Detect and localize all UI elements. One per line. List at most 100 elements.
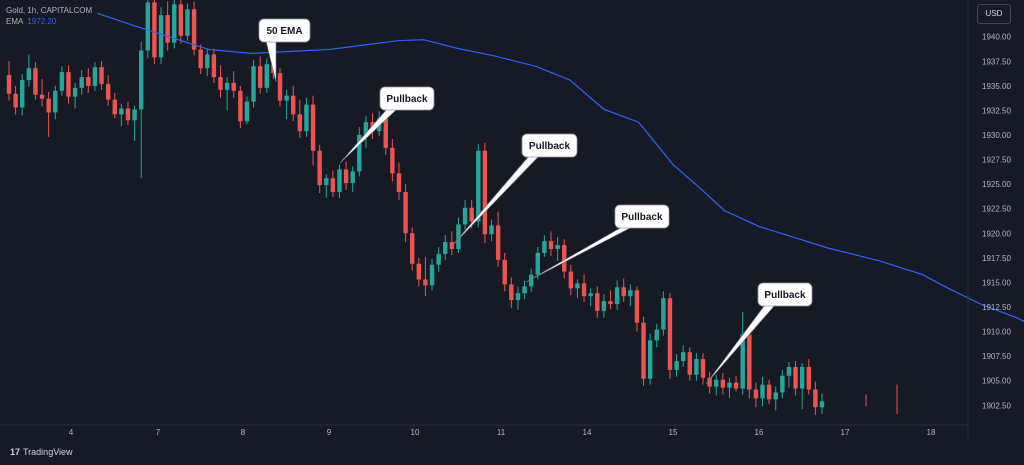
candle-body: [608, 301, 613, 305]
candle-body: [509, 284, 514, 301]
candle: [13, 85, 18, 115]
candle-body: [575, 283, 580, 289]
candle-body: [72, 87, 78, 97]
candle-body: [654, 329, 659, 341]
currency-button[interactable]: USD: [977, 4, 1011, 24]
candle: [277, 68, 283, 107]
candle: [733, 375, 739, 392]
callout: Pullback: [705, 282, 813, 385]
candle-body: [489, 225, 494, 235]
candle-body: [423, 279, 428, 286]
candle-body: [476, 150, 481, 222]
ema-legend-row: EMA 1972.20: [6, 16, 92, 27]
candle: [595, 286, 600, 318]
candle: [654, 323, 659, 348]
candle: [6, 61, 12, 101]
candle: [819, 393, 825, 415]
candle: [125, 101, 131, 126]
candle: [343, 161, 349, 191]
candle-body: [667, 298, 673, 370]
x-tick-label: 11: [497, 428, 506, 437]
x-tick-label: 8: [241, 428, 246, 437]
candle: [813, 381, 818, 416]
callout-label: Pullback: [764, 290, 806, 301]
candle: [661, 291, 666, 336]
candle: [191, 1, 197, 56]
candle: [92, 62, 98, 91]
candle: [257, 56, 263, 94]
y-tick-label: 1917.50: [982, 254, 1011, 263]
candle-body: [614, 287, 620, 305]
candle-body: [469, 207, 474, 222]
y-tick-label: 1937.50: [982, 57, 1011, 66]
candle: [145, 0, 151, 59]
ema-label: EMA: [6, 17, 24, 26]
tradingview-brand[interactable]: 17 TradingView: [10, 447, 73, 457]
time-axis[interactable]: 4 7 8 9 10 11 14 15 16 17 18: [69, 428, 936, 437]
candle: [138, 41, 144, 179]
candle-body: [714, 379, 719, 387]
y-tick-label: 1915.00: [982, 278, 1011, 287]
candle: [244, 96, 250, 125]
y-tick-label: 1907.50: [982, 352, 1011, 361]
candle: [416, 257, 422, 287]
y-tick-label: 1922.50: [982, 205, 1011, 214]
candle: [105, 75, 111, 106]
candle-body: [138, 50, 144, 110]
candle-body: [165, 15, 170, 43]
candle: [799, 363, 805, 410]
candle: [317, 144, 322, 193]
candle: [119, 103, 124, 127]
candle-body: [238, 90, 243, 122]
candle: [495, 211, 501, 267]
candle: [621, 278, 626, 303]
candle-body: [310, 104, 316, 151]
x-tick-label: 16: [755, 428, 764, 437]
candle-body: [562, 245, 567, 272]
candle-body: [680, 352, 686, 362]
candle: [224, 77, 230, 111]
candle: [515, 286, 521, 310]
candle: [700, 353, 706, 385]
candle: [20, 74, 25, 116]
candle-body: [647, 340, 653, 379]
candle: [324, 174, 329, 198]
candle: [714, 374, 719, 396]
candle-body: [502, 259, 507, 285]
candle: [409, 227, 415, 271]
candle: [205, 48, 210, 77]
candle-body: [694, 359, 699, 375]
candle: [264, 58, 269, 93]
candle: [614, 280, 620, 310]
candle-body: [79, 77, 84, 88]
candle-body: [674, 361, 679, 370]
callout-box: [757, 282, 813, 307]
ema-line: [96, 12, 1024, 322]
price-axis[interactable]: 1902.50 1905.00 1907.50 1910.00 1912.50 1915.…: [982, 33, 1011, 411]
candle: [251, 60, 256, 108]
candle-body: [436, 253, 441, 265]
candle-body: [105, 83, 111, 100]
candle: [66, 65, 71, 104]
candle-body: [211, 54, 217, 78]
candle-body: [687, 352, 693, 375]
candle: [72, 82, 78, 109]
candle: [304, 97, 309, 137]
candle-body: [297, 114, 303, 132]
candle-body: [429, 264, 435, 286]
candle: [528, 268, 534, 293]
candle: [112, 92, 117, 119]
candle: [773, 386, 778, 411]
candle-body: [595, 293, 600, 311]
callouts-layer: 50 EMA Pullback Pullback Pullback Pullback: [258, 18, 813, 385]
candle-body: [231, 82, 236, 91]
candle: [291, 85, 296, 122]
candle-body: [198, 49, 203, 69]
candle: [132, 105, 137, 141]
y-tick-label: 1905.00: [982, 377, 1011, 386]
candle-body: [53, 90, 58, 113]
candle: [443, 235, 448, 260]
candle: [152, 0, 157, 65]
